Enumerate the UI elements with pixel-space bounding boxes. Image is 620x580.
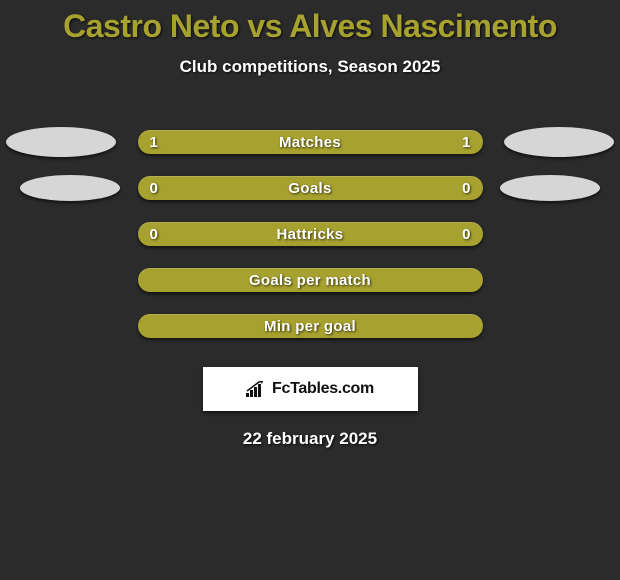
stat-bar: 0 Goals 0: [138, 176, 483, 200]
stat-row: Min per goal: [0, 303, 620, 349]
stat-label: Goals: [288, 180, 331, 197]
chart-icon: [246, 381, 268, 404]
player-marker-right: [504, 127, 614, 157]
stat-label: Hattricks: [277, 226, 344, 243]
stat-label: Goals per match: [249, 272, 371, 289]
stat-bar: Min per goal: [138, 314, 483, 338]
stat-label: Matches: [279, 134, 341, 151]
stat-bar: Goals per match: [138, 268, 483, 292]
badge-text: FcTables.com: [272, 380, 374, 398]
stat-value-left: 1: [150, 134, 158, 151]
page-title: Castro Neto vs Alves Nascimento: [0, 0, 620, 45]
stat-value-right: 0: [462, 180, 470, 197]
player-marker-left: [6, 127, 116, 157]
stat-row: 1 Matches 1: [0, 119, 620, 165]
stat-value-left: 0: [150, 226, 158, 243]
stat-value-left: 0: [150, 180, 158, 197]
stat-bar: 1 Matches 1: [138, 130, 483, 154]
stat-bar: 0 Hattricks 0: [138, 222, 483, 246]
source-badge: FcTables.com: [203, 367, 418, 411]
player-marker-left: [20, 175, 120, 201]
stat-rows: 1 Matches 1 0 Goals 0 0 Hattricks 0 Goals per mat…: [0, 119, 620, 349]
stat-row: 0 Goals 0: [0, 165, 620, 211]
badge-container: FcTables.com: [0, 367, 620, 411]
stat-label: Min per goal: [264, 318, 356, 335]
subtitle: Club competitions, Season 2025: [0, 57, 620, 77]
player-marker-right: [500, 175, 600, 201]
stat-row: 0 Hattricks 0: [0, 211, 620, 257]
stat-value-right: 1: [462, 134, 470, 151]
stat-row: Goals per match: [0, 257, 620, 303]
stat-value-right: 0: [462, 226, 470, 243]
date-label: 22 february 2025: [0, 429, 620, 449]
